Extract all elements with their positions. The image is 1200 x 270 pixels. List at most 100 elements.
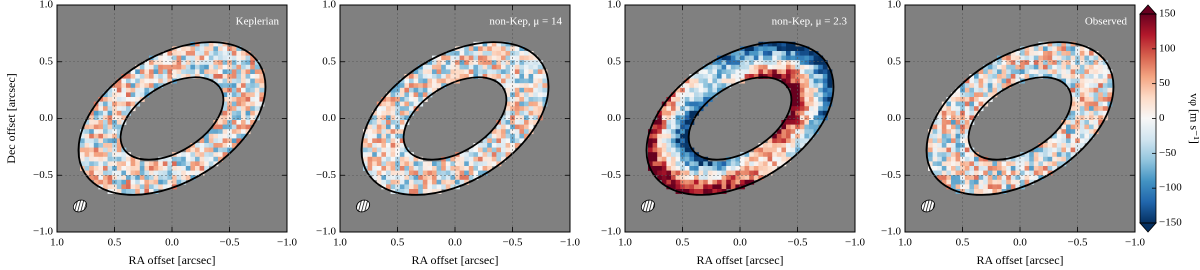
map-pixel	[974, 106, 979, 112]
map-pixel	[528, 120, 534, 125]
map-pixel	[367, 161, 373, 167]
map-pixel	[680, 101, 686, 107]
map-pixel	[464, 60, 470, 66]
map-pixel	[126, 156, 131, 162]
map-pixel	[795, 46, 801, 52]
map-pixel	[176, 179, 182, 185]
map-pixel	[103, 143, 108, 148]
map-pixel	[422, 69, 428, 75]
map-pixel	[744, 170, 750, 176]
map-pixel	[809, 78, 814, 84]
map-pixel	[450, 60, 456, 66]
colorbar-tick-label: 50	[1159, 77, 1171, 89]
map-pixel	[167, 175, 173, 181]
map-pixel	[144, 166, 150, 171]
map-pixel	[749, 156, 755, 162]
map-pixel	[767, 152, 773, 158]
colorbar-label: vφ [m s⁻¹]	[1187, 93, 1200, 144]
map-pixel	[997, 179, 1002, 185]
map-pixel	[107, 170, 113, 176]
map-pixel	[190, 60, 196, 66]
map-pixel	[199, 74, 205, 79]
map-pixel	[468, 60, 474, 66]
map-pixel	[1033, 170, 1039, 176]
map-pixel	[1061, 147, 1067, 153]
map-pixel	[1033, 147, 1039, 153]
map-pixel	[703, 161, 709, 167]
map-pixel	[542, 69, 548, 75]
map-pixel	[222, 46, 228, 52]
map-pixel	[98, 156, 104, 162]
map-pixel	[84, 161, 90, 167]
map-pixel	[680, 138, 686, 144]
map-pixel	[519, 55, 525, 61]
map-pixel	[992, 87, 998, 93]
map-pixel	[799, 138, 805, 144]
map-pixel	[1084, 129, 1090, 135]
map-pixel	[542, 78, 548, 84]
map-pixel	[1089, 60, 1094, 66]
map-pixel	[135, 74, 141, 79]
map-pixel	[139, 87, 145, 93]
map-pixel	[969, 152, 975, 158]
map-pixel	[441, 69, 447, 75]
map-pixel	[116, 166, 122, 171]
map-pixel	[254, 60, 260, 66]
map-pixel	[153, 69, 159, 75]
map-pixel	[786, 143, 791, 148]
map-pixel	[717, 184, 722, 190]
map-pixel	[204, 161, 210, 167]
map-pixel	[245, 87, 251, 93]
map-pixel	[675, 161, 681, 167]
map-pixel	[176, 152, 182, 158]
map-pixel	[1043, 60, 1048, 66]
map-pixel	[661, 129, 667, 135]
map-pixel	[964, 161, 970, 167]
beam	[920, 199, 936, 213]
map-pixel	[172, 179, 177, 185]
map-pixel	[441, 83, 447, 89]
map-pixel	[744, 74, 750, 79]
map-pixel	[208, 64, 214, 70]
map-pixel	[1066, 147, 1071, 153]
map-pixel	[978, 170, 984, 176]
map-pixel	[450, 78, 456, 84]
map-pixel	[707, 74, 713, 79]
map-pixel	[1052, 55, 1058, 61]
map-pixel	[121, 97, 127, 102]
map-pixel	[809, 110, 814, 116]
map-pixel	[487, 143, 493, 148]
map-pixel	[436, 64, 442, 70]
map-pixel	[390, 170, 396, 176]
map-pixel	[236, 97, 242, 102]
map-pixel	[767, 51, 773, 56]
map-pixel	[496, 51, 502, 56]
map-pixel	[213, 138, 219, 144]
map-pixel	[510, 69, 516, 75]
map-pixel	[135, 170, 141, 176]
map-pixel	[459, 74, 465, 79]
map-pixel	[528, 64, 534, 70]
map-pixel	[501, 129, 506, 135]
map-pixel	[89, 170, 95, 176]
map-pixel	[758, 156, 764, 162]
map-pixel	[195, 147, 200, 153]
map-pixel	[167, 184, 173, 190]
map-pixel	[112, 156, 118, 162]
map-pixel	[1084, 46, 1090, 52]
map-pixel	[1066, 83, 1071, 89]
map-pixel	[657, 133, 663, 139]
map-pixel	[514, 69, 520, 75]
map-pixel	[231, 143, 237, 148]
map-pixel	[946, 179, 952, 185]
map-pixel	[528, 92, 534, 98]
map-pixel	[1029, 175, 1035, 181]
map-pixel	[684, 129, 690, 135]
map-pixel	[432, 87, 437, 93]
map-pixel	[941, 152, 947, 158]
map-pixel	[1029, 69, 1035, 75]
map-pixel	[946, 133, 952, 139]
map-pixel	[758, 60, 764, 66]
map-pixel	[487, 161, 493, 167]
x-axis-label: RA offset [arcsec]	[696, 253, 783, 267]
